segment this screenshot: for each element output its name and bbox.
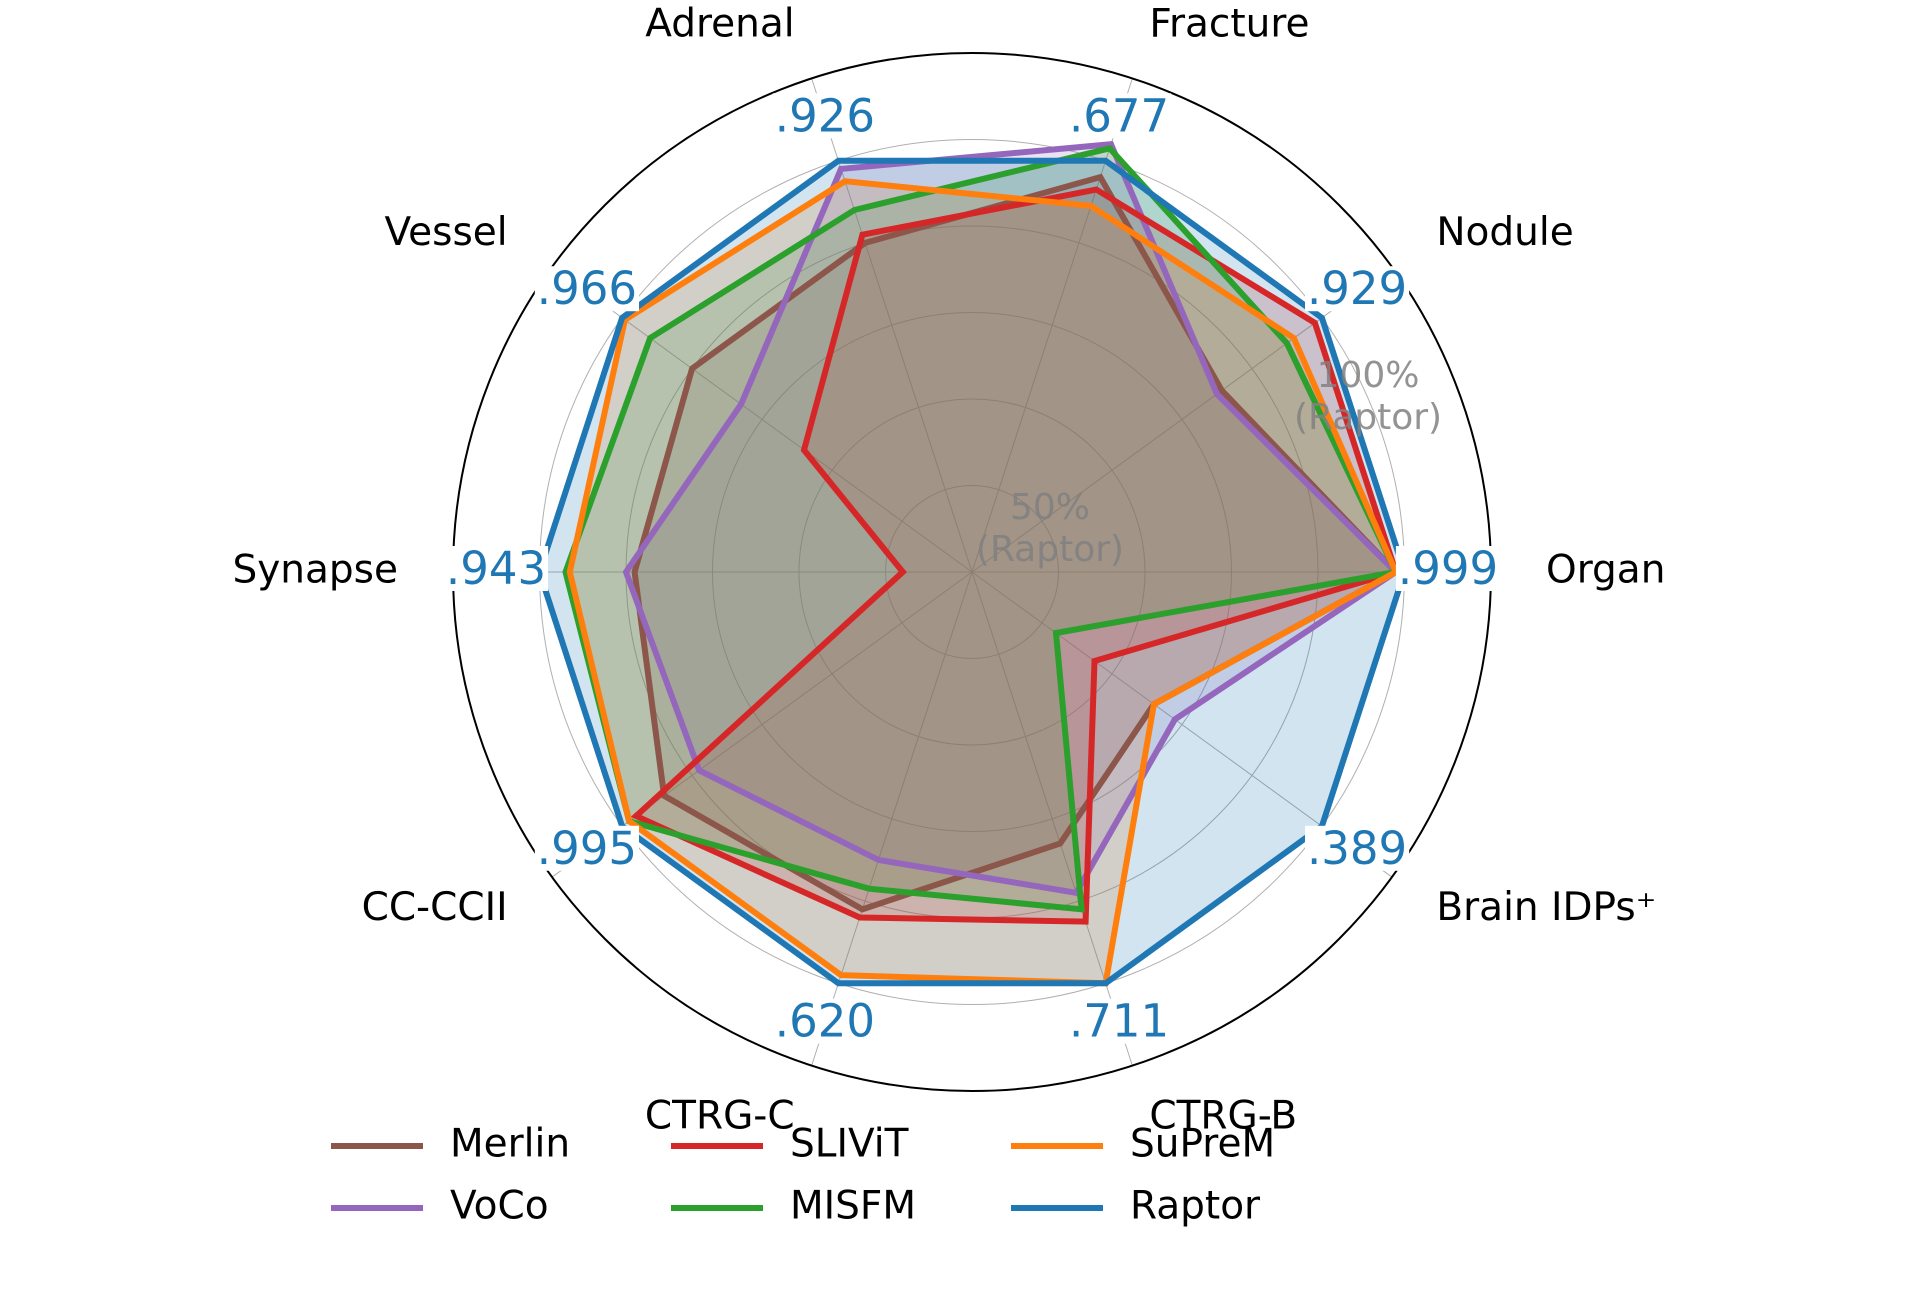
axis-score-bg (1066, 998, 1172, 1044)
legend-label: MISFM (790, 1184, 916, 1229)
series-area (565, 148, 1396, 910)
axis-score-bg (443, 546, 549, 591)
axis-score: .929 (1304, 262, 1410, 315)
axis-score: .999 (1395, 542, 1501, 595)
grid-circle (712, 312, 1232, 832)
category-label: Vessel (384, 210, 507, 255)
axis-score-bg (534, 825, 640, 871)
axis-score-bg (1304, 266, 1410, 312)
axis-score-label: .711 (1069, 995, 1169, 1048)
grid-circle (798, 398, 1146, 746)
series-area (626, 144, 1396, 893)
series-line (622, 141, 1401, 897)
series-area (634, 177, 1396, 910)
category-label: Nodule (1436, 210, 1573, 255)
series-line (562, 144, 1401, 913)
axis-score-bg (772, 998, 878, 1044)
series-line (630, 186, 1400, 925)
r-tick-label: 50%(Raptor) (976, 487, 1124, 570)
legend-label: SLIViT (790, 1122, 909, 1167)
axis-score-label: .999 (1398, 542, 1498, 595)
axis-score-label: .995 (537, 822, 637, 875)
axis-score-label: .943 (446, 542, 546, 595)
axis-score: .995 (534, 822, 640, 875)
legend-label: Merlin (450, 1122, 570, 1167)
axis-score-bg (534, 266, 640, 312)
series-line (566, 178, 1400, 987)
axis-score: .677 (1066, 89, 1172, 142)
category-label: Fracture (1149, 2, 1309, 47)
category-label: CTRG-B (1149, 1093, 1297, 1138)
axis-score-label: .926 (775, 89, 875, 142)
r-tick-label-line: 50% (1010, 487, 1090, 528)
category-label: CTRG-C (645, 1093, 795, 1138)
category-label: Synapse (232, 548, 398, 593)
r-tick-label: 100%(Raptor) (1294, 355, 1442, 438)
axis-score: .966 (534, 262, 640, 315)
axis-score: .711 (1066, 995, 1172, 1048)
axis-score: .926 (772, 89, 878, 142)
axis-score-label: .389 (1307, 822, 1407, 875)
r-tick-label-line: 100% (1317, 355, 1420, 396)
axis-score-bg (1395, 546, 1501, 591)
axis-score-label: .677 (1069, 89, 1169, 142)
grid-circle (885, 485, 1059, 659)
axis-score-label: .966 (537, 262, 637, 315)
legend-label: SuPreM (1130, 1122, 1275, 1167)
r-tick-label-line: (Raptor) (976, 529, 1124, 570)
axis-score-bg (1304, 825, 1410, 871)
axis-score: .620 (772, 995, 878, 1048)
r-tick-label-line: (Raptor) (1294, 397, 1442, 438)
category-label: CC-CCII (362, 885, 508, 930)
legend-label: VoCo (450, 1184, 549, 1229)
series-area (569, 181, 1396, 984)
legend-label: Raptor (1130, 1184, 1261, 1229)
category-label: Organ (1546, 548, 1665, 593)
category-label: Adrenal (645, 2, 794, 47)
axis-score-bg (772, 93, 878, 139)
axis-score: .389 (1304, 822, 1410, 875)
axis-score-label: .620 (775, 995, 875, 1048)
axis-score: .943 (443, 542, 549, 595)
axis-score-bg (1066, 93, 1172, 139)
category-label: Brain IDPs⁺ (1436, 885, 1656, 930)
axis-score-label: .929 (1307, 262, 1407, 315)
